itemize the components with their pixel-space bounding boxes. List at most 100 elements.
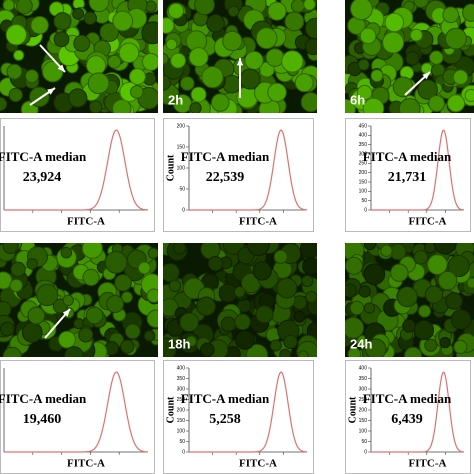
y-tick-label: 350 [359,142,368,148]
cell [427,254,448,275]
cell [233,285,246,298]
cell [281,50,304,73]
cell [269,339,282,352]
cell [163,17,175,34]
cell [429,50,444,65]
cell [445,27,467,50]
cell [120,339,135,354]
x-axis-label: FITC-A [239,458,277,470]
cell [118,42,140,64]
y-tick-label: 0 [364,207,367,213]
median-value: 22,539 [206,170,245,185]
cell [304,38,317,56]
cell [220,316,237,332]
cell [165,38,178,51]
cell [78,327,94,343]
cell [305,17,317,40]
cell [128,68,146,86]
cell [72,7,85,20]
cell [13,49,25,61]
y-tick-label: 250 [359,397,368,403]
cell [447,94,466,113]
arrow-head [47,88,55,95]
y-tick-label: 450 [359,123,368,129]
cell [300,91,317,113]
y-tick-label: 150 [177,144,186,150]
cell [111,98,132,113]
y-tick-label: 300 [177,386,186,392]
cell [2,346,22,357]
cell [290,0,306,13]
cell [27,306,46,325]
cell [293,310,306,323]
cell [85,306,104,325]
cell [185,335,198,347]
cell [273,249,288,264]
cell [99,22,120,43]
cell [0,321,15,337]
cell [294,73,314,93]
cell [163,262,180,283]
cell [112,10,134,32]
micrograph [0,243,158,357]
cell [146,288,158,303]
y-axis-label: Count [165,154,176,181]
cell [402,319,416,333]
cell [104,251,128,274]
cell [396,286,418,308]
histogram-curve [189,371,308,453]
cell [462,3,474,22]
median-label: FITC-A median [363,149,452,164]
cell [424,338,438,352]
median-label: FITC-A median [0,149,87,164]
cell [365,338,387,357]
cell [26,258,38,270]
cell [88,100,103,113]
histogram-curve [189,129,308,211]
cell [53,12,72,31]
x-axis-label: FITC-A [409,216,447,228]
y-tick-label: 100 [359,428,368,434]
cell [235,329,255,350]
median-value: 21,731 [388,170,427,185]
cell [252,261,272,281]
cell [141,52,158,71]
cell [222,30,243,52]
histogram-frame [163,118,314,232]
cell [179,312,200,333]
cell [189,101,202,113]
cell [58,330,76,349]
cell [420,62,433,75]
y-tick-label: 200 [177,123,186,129]
arrow-head [236,58,244,66]
cell [359,27,377,45]
cell [413,0,429,9]
y-tick-label: 200 [177,407,186,413]
cell [450,309,472,330]
y-tick-label: 50 [361,198,367,204]
cell [357,58,370,71]
cell [62,294,74,307]
cell [53,31,70,48]
cell [382,31,405,54]
cell [433,243,457,255]
cell [413,250,429,265]
cell [363,243,377,251]
y-tick-label: 0 [364,449,367,455]
cell [405,51,420,66]
cell [172,243,187,255]
arrow-head [422,72,430,80]
x-axis-label: FITC-A [67,458,105,470]
median-value: 19,460 [23,412,62,427]
cell [437,270,458,291]
cell [146,309,158,328]
cell [21,321,43,343]
cell [413,319,435,341]
cell [222,74,242,94]
y-tick-label: 200 [359,170,368,176]
cell [345,316,365,339]
histogram-curve [4,371,148,453]
cell [30,15,49,35]
y-tick-label: 350 [177,376,186,382]
y-tick-label: 100 [177,165,186,171]
